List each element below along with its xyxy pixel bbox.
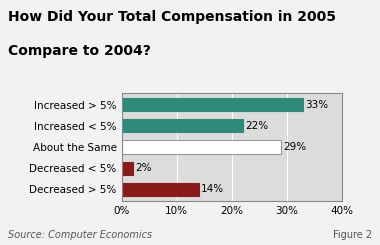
Text: 33%: 33% [306,99,329,110]
Text: 2%: 2% [135,163,151,173]
Bar [122,98,304,111]
Bar [122,119,243,132]
Bar [122,183,199,196]
Text: 14%: 14% [201,184,224,195]
Text: Source: Computer Economics: Source: Computer Economics [8,230,152,240]
Bar [122,162,133,175]
Text: 22%: 22% [245,121,268,131]
Text: Compare to 2004?: Compare to 2004? [8,44,150,58]
Bar [122,140,281,154]
Text: Figure 2: Figure 2 [333,230,372,240]
Text: 29%: 29% [283,142,307,152]
Text: How Did Your Total Compensation in 2005: How Did Your Total Compensation in 2005 [8,10,336,24]
